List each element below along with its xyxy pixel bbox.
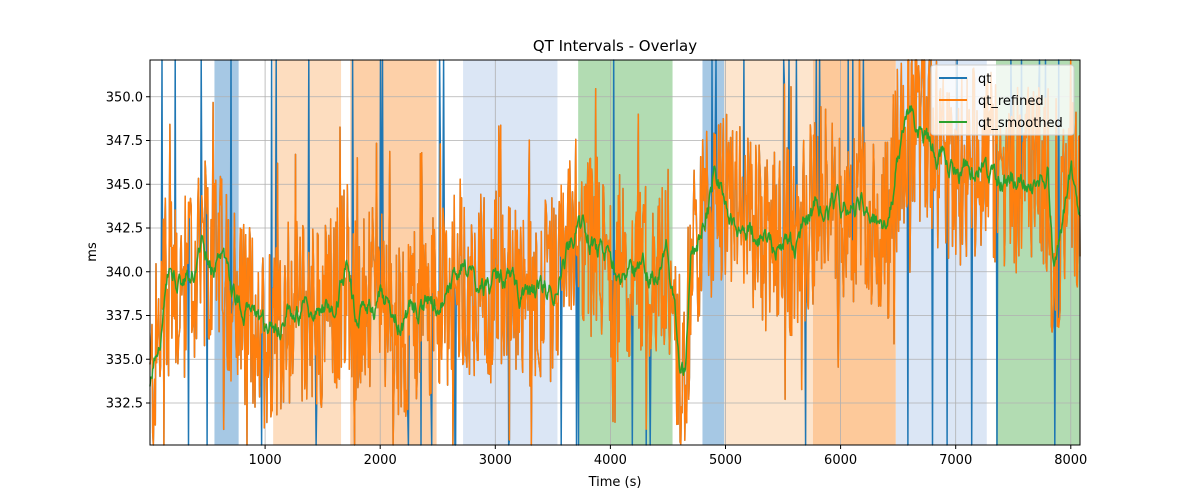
x-tick-label-7: 8000 xyxy=(1054,453,1087,468)
x-tick-label-6: 7000 xyxy=(939,453,972,468)
x-tick-label-4: 5000 xyxy=(709,453,742,468)
legend-box xyxy=(930,64,1075,136)
y-tick-label-5: 345.0 xyxy=(106,178,143,193)
legend-label-qt: qt xyxy=(978,72,991,87)
axis-ticks: 1000 2000 3000 4000 5000 6000 7000 8000 332.5 335… xyxy=(106,90,1088,468)
y-tick-label-2: 337.5 xyxy=(106,309,143,324)
series-line-qt-smoothed xyxy=(149,105,1081,387)
chart-title: QT Intervals - Overlay xyxy=(533,37,697,55)
y-tick-label-4: 342.5 xyxy=(106,222,143,237)
y-tick-label-0: 332.5 xyxy=(106,397,143,412)
legend-label-qt-refined: qt_refined xyxy=(978,94,1044,109)
y-axis-label: ms xyxy=(85,242,100,262)
x-tick-label-5: 6000 xyxy=(824,453,857,468)
y-tick-label-3: 340.0 xyxy=(106,265,143,280)
y-tick-label-7: 350.0 xyxy=(106,90,143,105)
x-tick-label-0: 1000 xyxy=(249,453,282,468)
legend-label-qt-smoothed: qt_smoothed xyxy=(978,116,1063,131)
plot-frame xyxy=(149,59,1081,446)
x-axis-label: Time (s) xyxy=(588,475,642,490)
x-tick-label-3: 4000 xyxy=(594,453,627,468)
series-line-qt-refined xyxy=(149,59,1081,446)
x-tick-label-1: 2000 xyxy=(364,453,397,468)
y-tick-label-1: 335.0 xyxy=(106,353,143,368)
legend: qt qt_refined qt_smoothed xyxy=(930,64,1075,136)
y-tick-label-6: 347.5 xyxy=(106,134,143,149)
x-tick-label-2: 3000 xyxy=(479,453,512,468)
series-layer xyxy=(149,59,1081,446)
